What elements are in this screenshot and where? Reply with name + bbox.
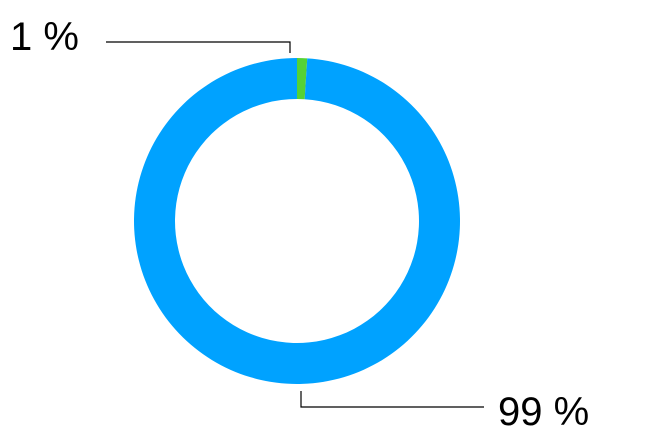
donut-slices [133, 58, 460, 385]
donut-slice-1 [297, 58, 308, 100]
leader-line-large-slice [300, 391, 484, 408]
donut-slice-2 [133, 58, 460, 385]
slice-label-small: 1 % [10, 15, 79, 59]
leader-line-small-slice [106, 41, 291, 53]
label-small-group: 1 % [10, 15, 291, 59]
label-large-group: 99 % [300, 390, 589, 434]
slice-label-large: 99 % [498, 390, 589, 434]
